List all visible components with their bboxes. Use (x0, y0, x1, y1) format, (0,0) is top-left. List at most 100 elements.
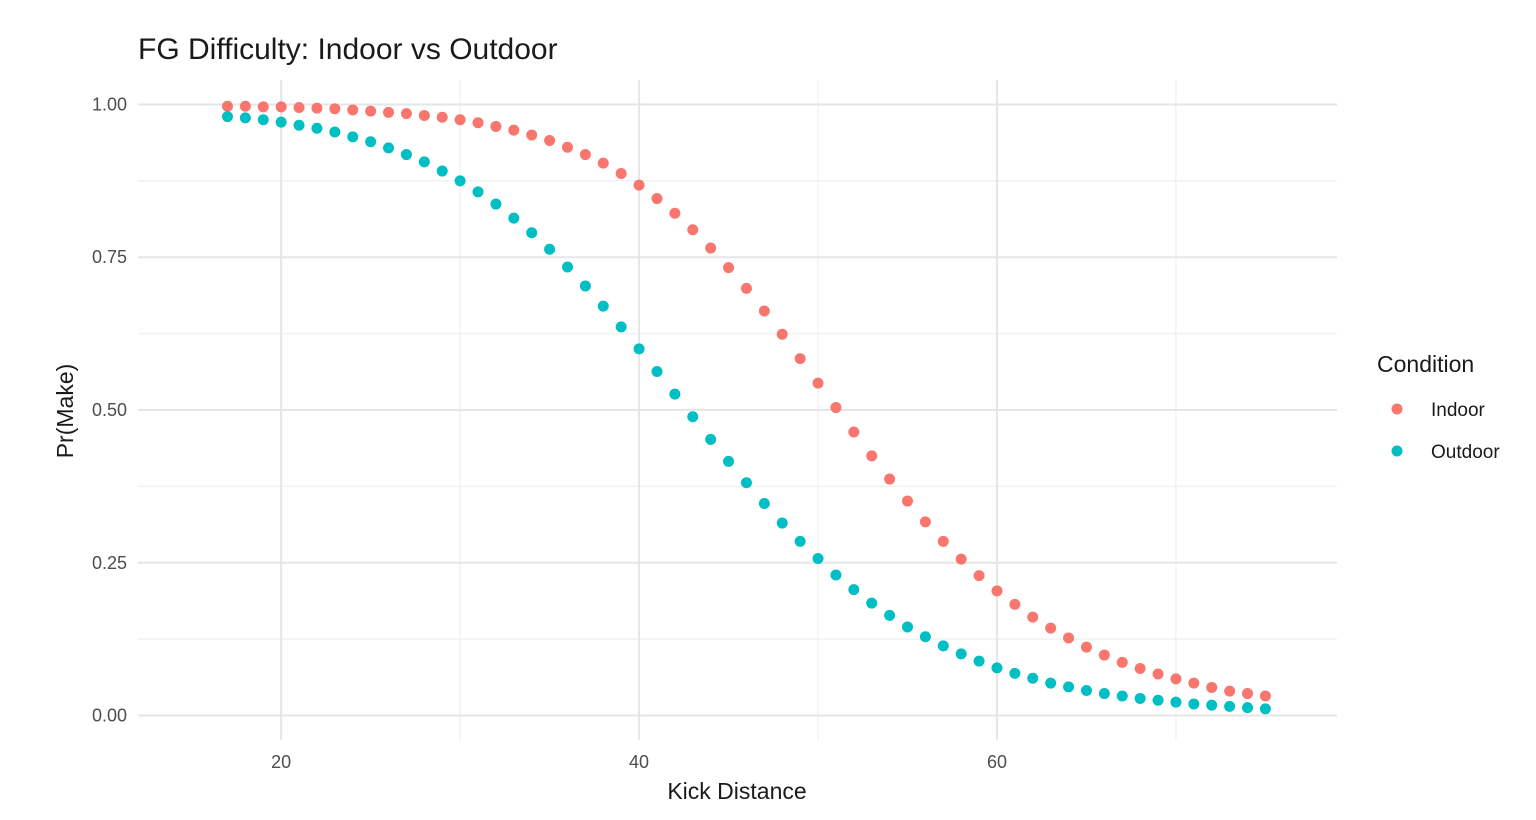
y-tick-label: 1.00 (92, 94, 127, 114)
point-outdoor (1080, 685, 1092, 696)
point-outdoor (740, 477, 752, 489)
point-indoor (705, 242, 717, 254)
point-indoor (1242, 688, 1254, 700)
point-indoor (454, 114, 466, 126)
point-outdoor (221, 111, 233, 123)
legend: Condition Indoor Outdoor (1377, 351, 1500, 463)
point-indoor (669, 207, 681, 219)
grid-lines (138, 80, 1337, 740)
point-indoor (687, 224, 699, 236)
point-outdoor (812, 553, 824, 564)
point-outdoor (400, 149, 412, 161)
x-tick-label: 60 (987, 752, 1007, 772)
point-indoor (257, 101, 269, 113)
point-indoor (776, 328, 788, 340)
point-indoor (1188, 677, 1200, 689)
point-outdoor (1116, 690, 1128, 702)
point-indoor (1134, 663, 1146, 674)
point-outdoor (723, 455, 735, 467)
point-outdoor (329, 126, 341, 138)
point-outdoor (848, 584, 860, 596)
point-indoor (544, 135, 556, 146)
point-indoor (275, 101, 287, 113)
point-indoor (1080, 641, 1092, 653)
point-outdoor (1045, 677, 1057, 689)
point-indoor (526, 129, 538, 141)
point-outdoor (919, 631, 931, 643)
point-indoor (633, 179, 645, 191)
point-outdoor (633, 343, 645, 355)
point-indoor (1063, 632, 1075, 644)
point-outdoor (544, 243, 556, 255)
point-outdoor (902, 621, 914, 633)
y-axis-ticks: 0.00 0.25 0.50 0.75 1.00 (92, 94, 127, 725)
point-indoor (812, 377, 824, 389)
point-outdoor (991, 662, 1003, 674)
point-outdoor (669, 388, 681, 400)
point-indoor (418, 109, 430, 121)
point-indoor (937, 535, 949, 547)
point-outdoor (1134, 692, 1146, 704)
point-outdoor (651, 366, 663, 377)
chart-title: FG Difficulty: Indoor vs Outdoor (138, 33, 558, 66)
point-indoor (973, 570, 985, 582)
point-outdoor (526, 227, 538, 239)
point-outdoor (794, 535, 806, 547)
point-indoor (508, 124, 520, 136)
point-outdoor (776, 517, 788, 529)
point-indoor (490, 120, 502, 132)
series-indoor (221, 100, 1271, 702)
point-indoor (436, 111, 448, 123)
point-indoor (383, 106, 395, 118)
point-indoor (884, 473, 896, 485)
point-outdoor (239, 112, 251, 124)
point-indoor (1116, 656, 1128, 668)
point-outdoor (884, 609, 896, 621)
point-indoor (561, 141, 573, 153)
point-outdoor (830, 569, 842, 581)
data-points (221, 100, 1271, 715)
point-indoor (329, 103, 341, 115)
legend-label-indoor: Indoor (1431, 400, 1486, 421)
y-tick-label: 0.25 (92, 553, 127, 573)
point-outdoor (687, 411, 699, 423)
point-indoor (311, 102, 323, 114)
point-outdoor (436, 165, 448, 177)
point-outdoor (1027, 672, 1039, 684)
point-outdoor (973, 655, 985, 667)
point-indoor (597, 157, 609, 169)
point-indoor (1009, 598, 1021, 610)
point-outdoor (472, 186, 484, 198)
point-indoor (1259, 690, 1271, 702)
y-tick-label: 0.75 (92, 247, 127, 267)
point-outdoor (365, 136, 377, 148)
point-indoor (919, 516, 931, 528)
point-outdoor (490, 198, 502, 210)
point-indoor (1045, 622, 1057, 634)
point-outdoor (418, 156, 430, 168)
x-tick-label: 40 (629, 752, 649, 772)
point-indoor (239, 100, 251, 112)
point-outdoor (579, 280, 591, 292)
x-axis-title: Kick Distance (667, 778, 806, 804)
point-outdoor (597, 300, 609, 312)
point-outdoor (454, 175, 466, 187)
point-outdoor (758, 498, 770, 509)
point-indoor (400, 108, 412, 120)
point-outdoor (383, 142, 395, 154)
point-outdoor (1152, 694, 1164, 706)
point-indoor (1224, 685, 1236, 697)
point-indoor (1027, 611, 1039, 623)
point-outdoor (1224, 700, 1236, 712)
point-indoor (347, 104, 359, 116)
series-outdoor (221, 111, 1271, 715)
legend-key-outdoor (1391, 445, 1403, 457)
point-indoor (1152, 668, 1164, 680)
point-outdoor (1242, 702, 1254, 714)
point-indoor (221, 100, 233, 112)
point-outdoor (293, 119, 305, 131)
x-tick-label: 20 (271, 752, 291, 772)
y-tick-label: 0.50 (92, 400, 127, 420)
legend-key-indoor (1391, 403, 1403, 415)
point-indoor (723, 262, 735, 274)
